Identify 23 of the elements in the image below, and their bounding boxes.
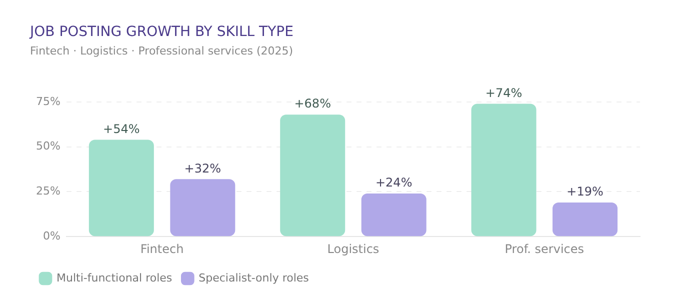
chart-subtitle: Fintech · Logistics · Professional services (2025) — [30, 44, 294, 58]
y-tick-label: 50% — [36, 140, 60, 153]
data-label: +32% — [184, 161, 222, 176]
bar — [88, 140, 154, 236]
data-label: +24% — [375, 176, 412, 190]
bar — [552, 202, 618, 236]
data-label: +19% — [566, 184, 604, 199]
bar — [471, 104, 536, 236]
data-label: +54% — [103, 122, 140, 136]
y-tick-label: 25% — [36, 184, 60, 198]
y-tick-label: 0% — [42, 229, 60, 242]
y-tick-label: 75% — [36, 94, 60, 108]
legend-label: Multi-functional roles — [56, 271, 172, 284]
data-label: +74% — [485, 86, 522, 100]
bar — [361, 194, 426, 236]
bar — [170, 179, 236, 236]
chart-title: JOB POSTING GROWTH BY SKILL TYPE — [29, 24, 294, 40]
x-tick-label: Logistics — [327, 242, 380, 256]
x-tick-label: Prof. services — [504, 242, 584, 256]
data-label: +68% — [294, 96, 331, 111]
x-tick-label: Fintech — [140, 242, 184, 256]
bar — [280, 114, 346, 236]
legend-label: Specialist-only roles — [198, 271, 310, 284]
